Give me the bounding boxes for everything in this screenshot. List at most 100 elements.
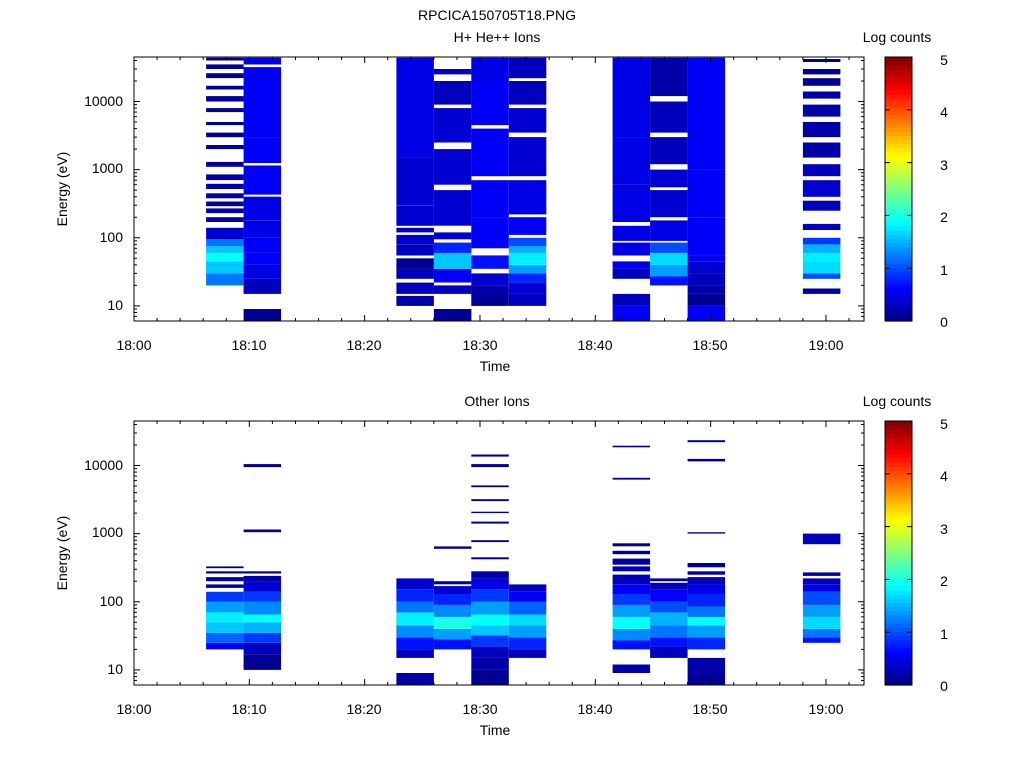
colorbar-segment: [885, 98, 912, 103]
colorbar-segment: [885, 478, 912, 484]
heatmap-cell: [802, 91, 841, 99]
heatmap-cell: [396, 57, 434, 158]
colorbar-tick-label: 2: [940, 209, 948, 225]
heatmap-cell: [206, 584, 244, 588]
axes: [133, 56, 865, 322]
heatmap-cell: [243, 165, 282, 195]
colorbar-segment: [885, 499, 912, 505]
colorbar-segment: [885, 581, 912, 587]
heatmap-cell: [802, 584, 841, 592]
colorbar-segment: [885, 643, 912, 649]
colorbar-segment: [885, 491, 912, 496]
heatmap-cell: [206, 612, 244, 623]
panel-h-he-ions: H+ He++ Ions Log counts Time Energy (eV)…: [54, 29, 948, 374]
colorbar-segment: [885, 246, 912, 252]
colorbar-segment: [885, 458, 912, 463]
colorbar-segment: [885, 230, 912, 235]
heatmap-cell: [650, 582, 688, 590]
heatmap-cell: [206, 96, 244, 102]
heatmap-cell: [396, 601, 434, 613]
heatmap-cell: [612, 293, 651, 306]
colorbar-segment: [885, 441, 912, 447]
heatmap-cell: [243, 57, 282, 65]
heatmap-cell: [508, 625, 547, 638]
heatmap-cell: [650, 625, 688, 638]
heatmap-cell: [508, 217, 547, 235]
colorbar-segment: [885, 652, 912, 657]
heatmap-cell: [508, 601, 547, 615]
colorbar-segment: [885, 209, 912, 215]
y-tick-label: 100: [100, 229, 124, 245]
heatmap-cell: [206, 174, 244, 181]
heatmap-cell: [687, 273, 726, 286]
colorbar-segment: [885, 544, 912, 550]
colorbar-segment: [885, 57, 912, 62]
colorbar-segment: [885, 635, 912, 641]
colorbar-segment: [885, 598, 912, 604]
colorbar-segment: [885, 606, 912, 612]
heatmap-cell: [206, 622, 244, 633]
heatmap-cell: [508, 137, 547, 177]
heatmap-cell: [612, 550, 651, 555]
x-axis-label: Time: [480, 358, 511, 374]
heatmap-cell: [802, 223, 841, 230]
heatmap-cell: [243, 67, 282, 102]
colorbar-segment: [885, 205, 912, 211]
y-tick-label: 10000: [84, 457, 123, 473]
heatmap-cell: [433, 546, 472, 549]
heatmap-cell: [612, 594, 651, 605]
heatmap-cell: [650, 169, 688, 188]
heatmap-cell: [471, 128, 509, 177]
colorbar-segment: [885, 283, 912, 289]
heatmap-cell: [206, 161, 244, 167]
heatmap-cell: [650, 57, 688, 97]
heatmap-cell: [802, 180, 841, 197]
heatmap-cell: [650, 578, 688, 582]
x-tick-label: 19:00: [808, 701, 843, 717]
colorbar-segment: [885, 602, 912, 608]
heatmap-cell: [508, 282, 547, 294]
heatmap-cell: [206, 252, 244, 262]
colorbar-segment: [885, 614, 912, 620]
heatmap-cell: [206, 566, 244, 569]
heatmap-cell: [687, 563, 726, 568]
panel-title: Other Ions: [464, 393, 529, 409]
colorbar-segment: [885, 61, 912, 66]
colorbar-segment: [885, 532, 912, 538]
heatmap-cell: [243, 622, 282, 633]
heatmap-cell: [243, 632, 282, 643]
heatmap-cell: [687, 57, 726, 102]
heatmap-cell: [206, 208, 244, 214]
heatmap-cell: [396, 637, 434, 650]
colorbar-segment: [885, 135, 912, 141]
colorbar-segment: [885, 139, 912, 145]
heatmap-cell: [471, 571, 509, 579]
heatmap-cell: [650, 612, 688, 626]
colorbar-segment: [885, 660, 912, 665]
heatmap-cell: [433, 604, 472, 617]
colorbar-tick-label: 3: [940, 157, 948, 173]
colorbar-segment: [885, 250, 912, 256]
y-axis-label: Energy (eV): [54, 152, 70, 227]
heatmap-cell: [243, 220, 282, 238]
heatmap-cells: [206, 57, 841, 321]
heatmap-cell: [433, 581, 472, 585]
colorbar-tick-label: 4: [940, 468, 948, 484]
heatmap-cell: [612, 640, 651, 650]
heatmap-cell: [612, 242, 651, 256]
colorbar-tick-label: 5: [940, 416, 948, 432]
y-tick-label: 10: [107, 297, 123, 313]
colorbar-segment: [885, 242, 912, 248]
heatmap-cell: [206, 591, 244, 602]
heatmap-cell: [206, 145, 244, 150]
heatmap-cell: [687, 440, 726, 443]
y-tick-labels: 10 100 1000 10000: [84, 457, 123, 677]
colorbar-segment: [885, 288, 912, 293]
heatmap-cell: [243, 575, 282, 582]
colorbar-segment: [885, 259, 912, 264]
colorbar-segment: [885, 197, 912, 202]
y-tick-label: 100: [100, 593, 124, 609]
heatmap-cell: [802, 59, 841, 62]
colorbar-segment: [885, 503, 912, 509]
